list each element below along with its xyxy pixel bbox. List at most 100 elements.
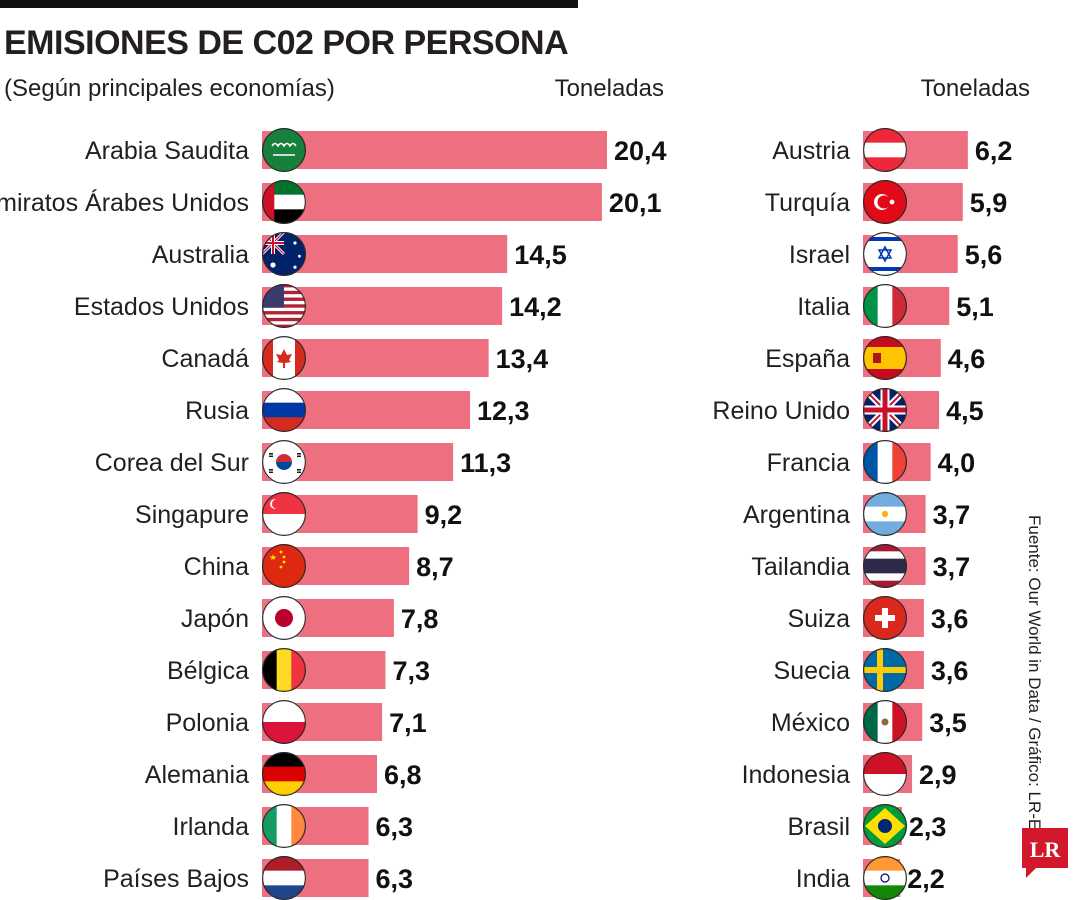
flag-outline xyxy=(862,284,907,329)
saudi-arabia-flag-icon xyxy=(262,128,306,172)
bar-row: Turquía 5,9 xyxy=(765,180,1008,225)
flag-outline xyxy=(262,440,307,485)
flag-outline xyxy=(262,492,307,537)
bar-row: Bélgica 7,3 xyxy=(167,647,430,692)
south-korea-flag-icon xyxy=(262,440,306,484)
country-label: Emiratos Árabes Unidos xyxy=(0,188,249,217)
value-label: 13,4 xyxy=(496,344,549,374)
country-label: Suecia xyxy=(774,657,851,685)
bar-row: Corea del Sur 11,3 xyxy=(95,440,511,485)
country-label: Alemania xyxy=(145,761,249,789)
country-label: China xyxy=(184,553,249,581)
bar-row: Argentina 3,7 xyxy=(743,492,970,537)
value-label: 2,3 xyxy=(909,812,947,842)
value-label: 5,1 xyxy=(956,292,994,322)
flag-outline xyxy=(262,180,307,225)
value-label: 7,8 xyxy=(401,604,439,634)
country-label: Rusia xyxy=(185,397,249,425)
bar-row: Austria 6,2 xyxy=(772,128,1012,173)
china-flag-icon xyxy=(262,544,306,588)
bar-row: España 4,6 xyxy=(765,336,986,381)
chart-column-2: Austria 6,2 Turquía 5,9 Israel 5,6 Italia 5,1 Es… xyxy=(712,128,1012,900)
value-label: 3,5 xyxy=(929,708,967,738)
flag-outline xyxy=(862,440,907,485)
country-label: Indonesia xyxy=(742,761,851,789)
singapore-flag-icon xyxy=(262,492,306,536)
turkey-flag-icon xyxy=(863,180,907,224)
value-label: 3,6 xyxy=(931,656,969,686)
bar-row: Arabia Saudita 20,4 xyxy=(85,128,667,173)
flag-outline xyxy=(862,803,907,848)
country-label: Francia xyxy=(767,449,850,477)
bar-row: Italia 5,1 xyxy=(797,284,994,329)
bar-row: Países Bajos 6,3 xyxy=(103,855,414,900)
bar-row: India 2,2 xyxy=(796,855,945,900)
bar-row: Emiratos Árabes Unidos 20,1 xyxy=(0,180,661,225)
bar-row: Brasil 2,3 xyxy=(787,803,947,848)
flag-outline xyxy=(262,803,307,848)
country-label: México xyxy=(771,709,850,737)
country-label: Japón xyxy=(181,605,249,633)
canada-flag-icon xyxy=(262,336,306,380)
flag-outline xyxy=(262,284,307,329)
country-label: Estados Unidos xyxy=(74,293,249,321)
value-label: 5,6 xyxy=(965,240,1003,270)
flag-outline xyxy=(862,128,907,173)
flag-outline xyxy=(862,647,907,692)
value-label: 4,5 xyxy=(946,396,984,426)
unit-label-right: Toneladas xyxy=(920,75,1030,102)
flag-outline xyxy=(262,543,307,588)
flag-outline xyxy=(862,336,907,381)
spain-flag-icon xyxy=(863,336,907,380)
bar-row: Estados Unidos 14,2 xyxy=(74,284,562,329)
bar-row: Singapure 9,2 xyxy=(135,492,462,537)
country-label: Turquía xyxy=(765,189,850,217)
bar-row: México 3,5 xyxy=(771,699,967,744)
country-label: Singapure xyxy=(135,501,249,529)
country-label: Países Bajos xyxy=(103,865,249,893)
value-label: 6,2 xyxy=(975,136,1013,166)
value-label: 6,3 xyxy=(376,864,414,894)
lr-logo: LR xyxy=(1022,828,1068,878)
value-label: 20,1 xyxy=(609,188,662,218)
country-label: Italia xyxy=(797,293,850,321)
flag-outline xyxy=(862,595,907,640)
country-label: Argentina xyxy=(743,501,850,529)
value-label: 9,2 xyxy=(425,500,463,530)
country-label: Australia xyxy=(152,241,249,269)
value-label: 14,2 xyxy=(509,292,562,322)
country-label: Canadá xyxy=(161,345,249,373)
country-label: Polonia xyxy=(166,709,249,737)
flag-outline xyxy=(862,232,907,277)
flag-outline xyxy=(262,595,307,640)
bar xyxy=(262,183,602,221)
bar-row: Canadá 13,4 xyxy=(161,336,549,381)
value-label: 4,0 xyxy=(938,448,976,478)
bar-row: China 8,7 xyxy=(184,543,454,588)
value-label: 8,7 xyxy=(416,552,454,582)
value-label: 5,9 xyxy=(970,188,1008,218)
poland-flag-icon xyxy=(262,700,306,744)
value-label: 2,2 xyxy=(907,864,945,894)
flag-outline xyxy=(862,699,907,744)
flag-outline xyxy=(262,699,307,744)
country-label: Austria xyxy=(772,137,850,165)
japan-flag-icon xyxy=(262,596,306,640)
value-label: 4,6 xyxy=(948,344,986,374)
chart-subtitle: (Según principales economías) xyxy=(4,75,335,102)
bar xyxy=(262,131,607,169)
value-label: 3,6 xyxy=(931,604,969,634)
country-label: Brasil xyxy=(787,813,850,841)
bar-row: Israel 5,6 xyxy=(789,232,1003,277)
value-label: 20,4 xyxy=(614,136,667,166)
flag-outline xyxy=(262,336,307,381)
flag-outline xyxy=(862,751,907,796)
flag-outline xyxy=(862,492,907,537)
bar-row: Alemania 6,8 xyxy=(145,751,422,796)
bar-row: Polonia 7,1 xyxy=(166,699,427,744)
sweden-flag-icon xyxy=(863,648,907,692)
country-label: Corea del Sur xyxy=(95,449,249,477)
bar-row: Suiza 3,6 xyxy=(787,595,969,640)
israel-flag-icon xyxy=(863,232,907,276)
